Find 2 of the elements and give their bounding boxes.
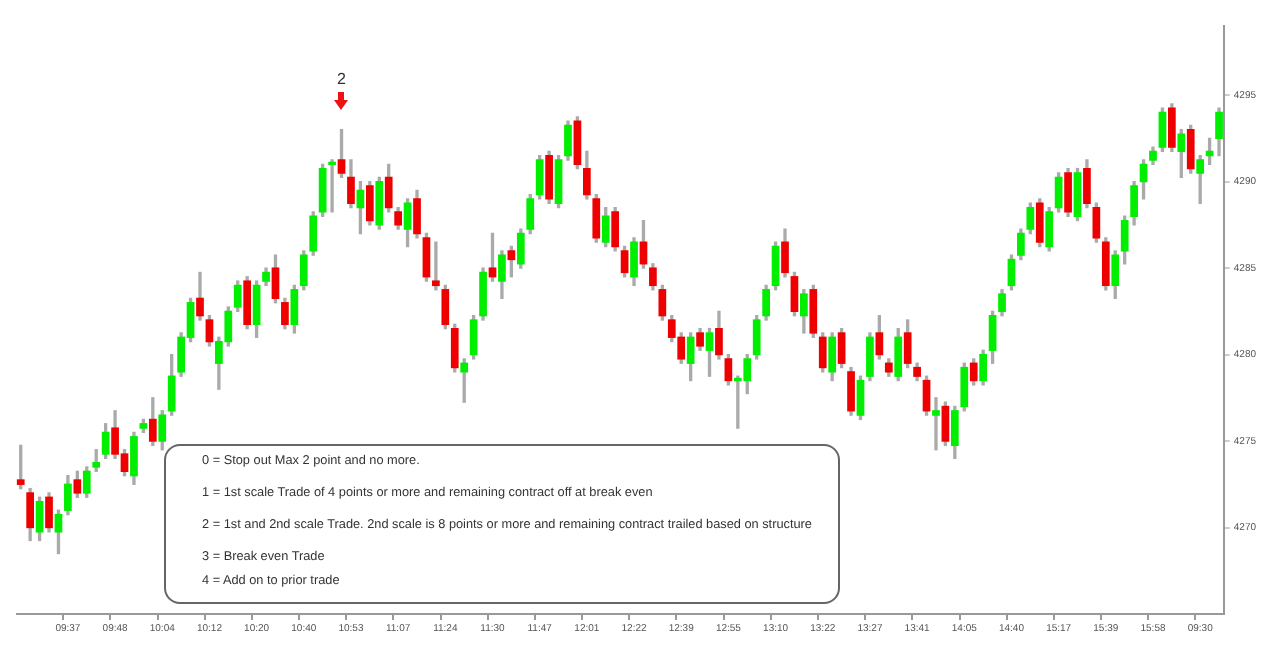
annotation: 2	[335, 69, 348, 88]
candlestick	[932, 397, 940, 451]
